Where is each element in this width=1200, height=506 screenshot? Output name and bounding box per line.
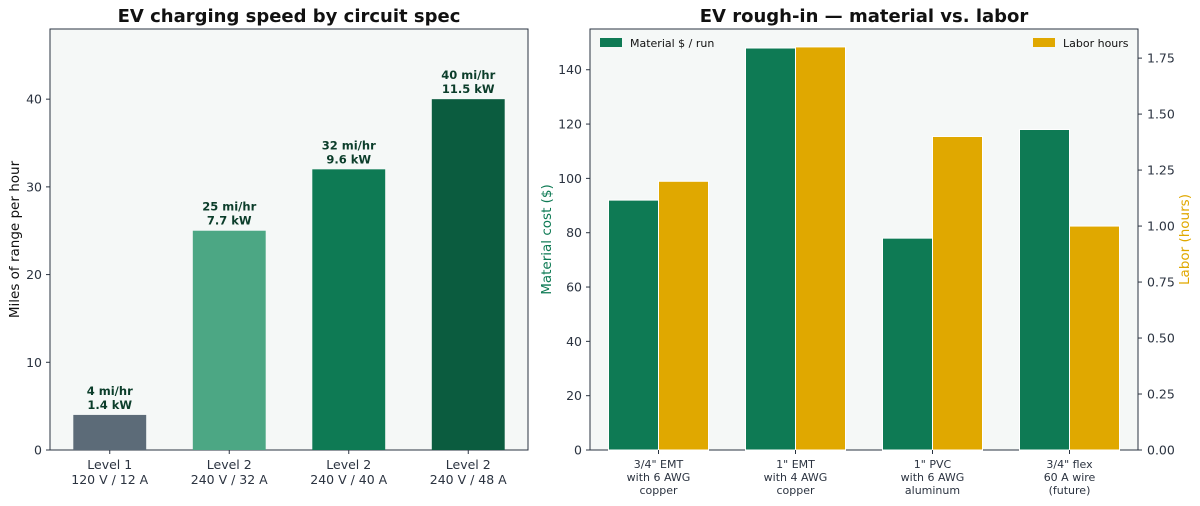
right-bar-labor [658,180,709,451]
right-y2-tick-label: 1.75 [1147,51,1175,66]
right-x-tick-label: 60 A wire [1044,471,1096,484]
left-x-tick-label: Level 2 [207,457,252,472]
right-y-tick-label: 60 [566,280,582,295]
right-y-tick-label: 140 [558,62,582,77]
left-x-tick-label: Level 2 [446,457,491,472]
right-y2-tick-label: 0.25 [1147,387,1175,402]
left-y-tick-label: 0 [34,443,42,458]
right-y-tick-label: 20 [566,388,582,403]
right-x-tick-label: with 4 AWG [764,471,828,484]
left-y-tick-label: 30 [26,179,42,194]
left-bar [73,414,147,450]
right-bar-labor [795,46,846,451]
left-bar-value-label: 4 mi/hr [87,384,133,398]
right-x-tick-label: copper [776,484,815,497]
left-bar [431,99,505,451]
right-y2-ticks: 0.00 0.25 0.50 0.75 1.00 1.25 1.50 1.75 [1138,51,1175,458]
right-x-tick-label: 3/4" EMT [634,458,684,471]
right-y2-axis-label: Labor (hours) [1177,194,1193,285]
right-x-tick-label: 1" EMT [776,458,815,471]
right-chart: EV rough-in — material vs. labor Materia… [539,6,1193,497]
left-bar-value-label: 40 mi/hr [441,68,495,82]
left-y-tick-label: 20 [26,267,42,282]
left-bars [73,99,505,451]
right-bar-labor [932,135,983,451]
left-y-tick-label: 10 [26,355,42,370]
right-y2-tick-label: 1.50 [1147,107,1175,122]
legend-material-label: Material $ / run [630,37,714,50]
right-y-tick-label: 80 [566,225,582,240]
left-chart: EV charging speed by circuit spec Miles … [7,6,529,487]
left-bar-value-label: 1.4 kW [87,398,132,412]
right-y-tick-label: 100 [558,171,582,186]
left-chart-title: EV charging speed by circuit spec [118,6,461,27]
right-y2-tick-label: 1.00 [1147,219,1175,234]
right-x-tick-label: 1" PVC [914,458,952,471]
right-y2-tick-label: 0.50 [1147,331,1175,346]
left-y-tick-label: 40 [26,92,42,107]
left-bar-value-label: 32 mi/hr [322,138,376,152]
left-bar [312,169,386,451]
right-x-tick-label: copper [639,484,678,497]
right-bar-material [745,47,796,451]
right-bar-material [608,199,659,451]
right-x-tick-label: with 6 AWG [901,471,965,484]
right-y-ticks: 0 20 40 60 80 100 120 140 [558,62,590,458]
right-y-tick-label: 120 [558,117,582,132]
right-y-tick-label: 0 [574,443,582,458]
legend-material: Material $ / run [600,37,714,50]
left-y-axis-label: Miles of range per hour [7,160,23,318]
right-bar-labor [1069,225,1120,451]
right-x-tick-label: (future) [1049,484,1091,497]
right-bars [608,46,1120,451]
legend-labor-label: Labor hours [1063,37,1129,50]
left-bar-value-label: 11.5 kW [442,82,495,96]
right-x-tick-label: with 6 AWG [627,471,691,484]
left-bar-value-label: 25 mi/hr [202,200,256,214]
left-bar-value-label: 7.7 kW [207,214,252,228]
left-x-tick-label: 120 V / 12 A [71,472,148,487]
left-x-tick-label: 240 V / 32 A [191,472,268,487]
left-x-tick-label: Level 1 [87,457,132,472]
right-y2-tick-label: 1.25 [1147,163,1175,178]
right-chart-title: EV rough-in — material vs. labor [700,6,1029,27]
left-x-tick-label: Level 2 [326,457,371,472]
left-x-tick-label: 240 V / 48 A [430,472,507,487]
left-bar-value-label: 9.6 kW [326,152,371,166]
right-bar-material [1019,128,1070,451]
left-x-tick-label: 240 V / 40 A [310,472,387,487]
right-y2-tick-label: 0.00 [1147,443,1175,458]
right-y2-tick-label: 0.75 [1147,275,1175,290]
right-x-tick-label: 3/4" flex [1046,458,1093,471]
right-y-tick-label: 40 [566,334,582,349]
legend-labor: Labor hours [1033,37,1129,50]
legend-material-swatch [600,38,622,47]
right-y-axis-label: Material cost ($) [539,184,555,295]
left-bar [192,230,266,450]
left-y-ticks: 0 10 20 30 40 [26,92,50,458]
right-x-tick-label: aluminum [905,484,960,497]
legend-labor-swatch [1033,38,1055,47]
right-bar-material [882,237,933,451]
